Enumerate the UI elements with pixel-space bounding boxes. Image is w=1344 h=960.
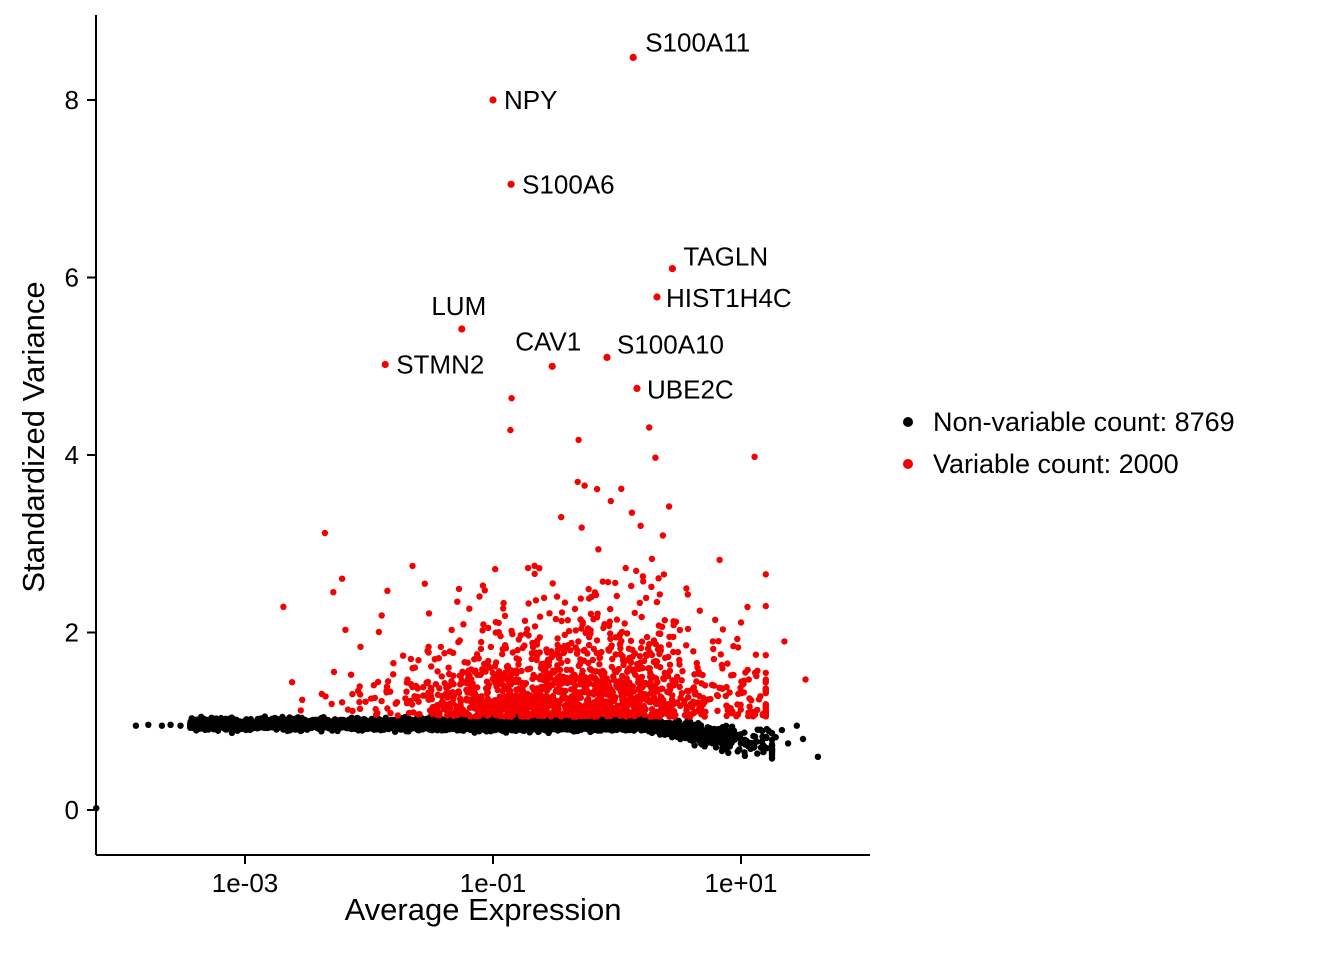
variable-dot-icon (903, 459, 913, 469)
data-points (93, 53, 822, 812)
legend: Non-variable count: 8769 Variable count:… (903, 406, 1235, 480)
nonvariable-dot-icon (903, 417, 913, 427)
legend-item-variable: Variable count: 2000 (903, 448, 1235, 480)
x-axis-title: Average Expression (344, 892, 622, 927)
legend-label-variable: Variable count: 2000 (933, 448, 1179, 479)
legend-label-nonvariable: Non-variable count: 8769 (933, 406, 1235, 437)
y-axis-title: Standardized Variance (16, 281, 51, 593)
legend-item-nonvariable: Non-variable count: 8769 (903, 406, 1235, 438)
